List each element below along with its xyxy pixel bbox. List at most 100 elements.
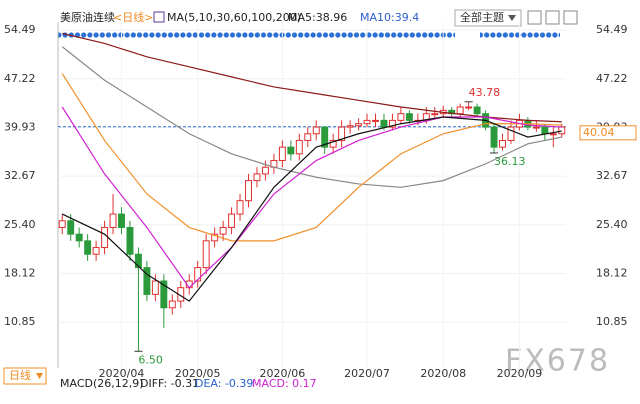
theme-dropdown[interactable]: [454, 9, 522, 27]
annotation: 6.50: [138, 353, 163, 366]
candle-body: [228, 213, 236, 228]
ma-label: MA(5,10,30,60,100,200): [167, 11, 301, 24]
candle-body: [465, 106, 473, 109]
candle-body: [532, 126, 540, 129]
watermark: FX678: [505, 344, 610, 379]
diff: DIFF: -0.31: [140, 377, 199, 390]
candle-body: [405, 113, 413, 121]
ma-icon[interactable]: [153, 11, 165, 23]
candle-body: [346, 125, 354, 128]
candle-body: [253, 173, 261, 182]
candle-body: [422, 113, 430, 121]
candle-body: [143, 267, 151, 295]
candle-body: [295, 139, 303, 155]
icon-2[interactable]: [545, 10, 560, 25]
title: 美原油连续: [60, 10, 115, 24]
candle-body: [75, 233, 83, 242]
candle-body: [490, 126, 498, 148]
candle-body: [101, 226, 109, 249]
candle-body: [456, 106, 464, 115]
y-tick-label: 10.85: [596, 315, 628, 328]
y-tick-label: 47.22: [4, 72, 36, 85]
period[interactable]: <日线>: [113, 10, 153, 24]
y-tick-label: 25.40: [596, 218, 628, 231]
candle-body: [304, 133, 312, 141]
dropdown-arrow: [508, 15, 516, 21]
candle-body: [372, 119, 379, 122]
candle-body: [278, 146, 286, 162]
x-tick-label: 2020/06: [260, 367, 306, 380]
period-select[interactable]: [3, 367, 47, 385]
candle-body: [549, 133, 557, 136]
candle-body: [473, 106, 481, 115]
candle-body: [118, 213, 125, 228]
candle-body: [58, 220, 66, 228]
dropdown-arrow: [36, 373, 43, 379]
candle-body: [67, 220, 75, 235]
candle-body: [194, 267, 202, 282]
candle-body: [236, 200, 244, 215]
candle-body: [219, 226, 227, 235]
y-tick-label: 25.40: [4, 218, 36, 231]
ma-line: [61, 106, 562, 289]
candle-body: [261, 166, 269, 175]
candle-body: [541, 126, 549, 135]
candle-body: [168, 300, 176, 309]
x-tick-label: 2020/07: [344, 367, 390, 380]
x-tick-label: 2020/05: [175, 367, 221, 380]
candle-body: [211, 233, 219, 242]
candle-body: [312, 126, 320, 135]
y-tick-label: 10.85: [4, 315, 36, 328]
theme[interactable]: 全部主题: [460, 10, 504, 24]
candle-body: [245, 180, 252, 202]
candle-body: [329, 139, 337, 148]
candle-body: [321, 126, 329, 148]
y-tick-label: 47.22: [596, 72, 628, 85]
current-price-box: [579, 125, 637, 141]
current-price-label: 40.04: [583, 126, 615, 139]
candle-body: [160, 280, 168, 309]
annotation: 43.78: [469, 86, 501, 99]
annotation: 36.13: [494, 155, 526, 168]
candle-body: [388, 119, 396, 128]
candle-body: [431, 113, 439, 116]
ma-line: [61, 73, 562, 242]
y-tick-label: 18.12: [4, 267, 36, 280]
candle-body: [202, 240, 210, 269]
candle-body: [126, 226, 134, 255]
y-tick-label: 32.67: [596, 169, 628, 182]
ma-line: [61, 116, 562, 302]
x-tick-label: 2020/04: [99, 367, 145, 380]
candle-body: [380, 119, 388, 128]
ma-line: [62, 32, 562, 123]
candle-body: [499, 139, 506, 148]
candle-body: [92, 247, 100, 255]
event-markers: [480, 32, 560, 42]
dea: DEA: -0.39: [195, 377, 253, 390]
candle-body: [338, 126, 346, 141]
y-tick-label: 54.49: [4, 23, 36, 36]
candle-body: [109, 213, 117, 228]
candle-body: [558, 126, 566, 135]
ma10: MA10:39.4: [360, 11, 419, 24]
y-tick-label: 54.49: [596, 23, 628, 36]
event-markers: [58, 32, 455, 42]
x-tick-label: 2020/08: [420, 367, 466, 380]
icon-3[interactable]: [563, 10, 578, 25]
candle-body: [287, 146, 295, 155]
period-select-label[interactable]: 日线: [9, 368, 31, 382]
icon-1[interactable]: [527, 10, 542, 25]
candle-body: [355, 123, 363, 127]
candle-body: [363, 119, 371, 125]
candle-body: [134, 253, 142, 269]
ma5: MA5:38.96: [288, 11, 347, 24]
x-tick-label: 2020/09: [497, 367, 543, 380]
candle-body: [507, 126, 515, 141]
y-tick-label: 32.67: [4, 169, 36, 182]
candle-body: [151, 280, 159, 295]
y-tick-label: 39.93: [4, 121, 36, 134]
candle-body: [397, 113, 405, 121]
macd: MACD(26,12,9): [60, 377, 144, 390]
